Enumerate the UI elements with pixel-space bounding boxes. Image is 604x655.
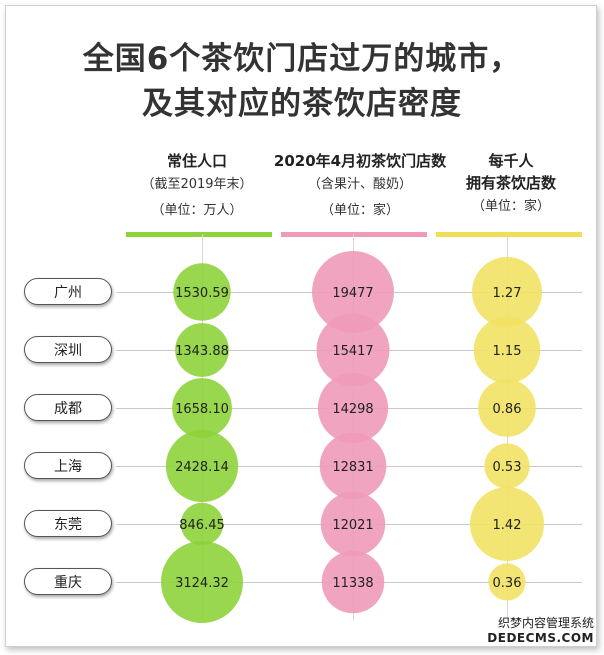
column-header-stores-note: （含果汁、酸奶）: [307, 177, 412, 192]
bubble-mark: [319, 432, 387, 500]
bubble-value-label: 1.27: [493, 286, 522, 301]
bubble-mark: [320, 491, 386, 557]
bubble-mark: [312, 251, 394, 333]
bubble-mark: [484, 443, 530, 489]
bubble-mark: [180, 502, 224, 546]
bubble-mark: [175, 323, 229, 377]
bubble-value-label: 1658.10: [175, 402, 229, 417]
bubble-value-label: 12831: [332, 460, 373, 475]
city-label: 广州: [24, 278, 112, 305]
bubble-mark: [173, 263, 231, 321]
column-header-stores-unit: （单位：家）: [320, 203, 399, 218]
bubble-value-label: 11338: [332, 576, 373, 591]
bubble-mark: [488, 563, 526, 601]
bubble-mark: [470, 487, 544, 561]
bubble-mark: [172, 378, 232, 438]
watermark-line1: 织梦内容管理系统: [497, 616, 594, 630]
column-header-population-note: （截至2019年末）: [141, 177, 253, 192]
chart-title-line2: 及其对应的茶饮店密度: [142, 86, 462, 122]
bubble-value-label: 14298: [332, 402, 373, 417]
bubble-mark: [472, 257, 542, 327]
bubble-mark: [165, 429, 239, 503]
city-label: 上海: [24, 452, 112, 479]
city-label: 深圳: [24, 336, 112, 363]
city-label: 重庆: [24, 568, 112, 595]
bubble-mark: [316, 313, 390, 387]
column-bar-population: [126, 232, 272, 237]
column-header-population: 常住人口 （截至2019年末） （单位：万人）: [118, 150, 276, 224]
bubble-mark: [478, 379, 536, 437]
bubble-value-label: 0.86: [493, 402, 522, 417]
column-bar-density: [436, 232, 582, 237]
column-header-density-title2: 拥有茶饮店数: [465, 174, 556, 192]
column-header-stores-title: 2020年4月初茶饮门店数: [273, 152, 447, 170]
city-label: 东莞: [24, 510, 112, 537]
bubble-value-label: 846.45: [179, 518, 225, 533]
bubble-mark: [321, 550, 385, 614]
column-header-density-unit: （单位：家）: [471, 199, 550, 214]
bubble-value-label: 12021: [332, 518, 373, 533]
bubble-value-label: 0.36: [493, 576, 522, 591]
watermark: 织梦内容管理系统 DEDECMS.COM: [487, 614, 594, 645]
chart-title-line1: 全国6个茶饮门店过万的城市，: [82, 41, 522, 77]
column-header-density-title1: 每千人: [488, 152, 534, 170]
bubble-value-label: 19477: [332, 286, 373, 301]
column-header-density: 每千人 拥有茶饮店数 （单位：家）: [436, 150, 586, 220]
column-header-population-unit: （单位：万人）: [151, 203, 243, 218]
watermark-line2: DEDECMS.COM: [487, 631, 594, 645]
column-header-population-title: 常住人口: [166, 152, 227, 170]
column-bar-stores: [281, 232, 427, 237]
bubble-value-label: 1.42: [493, 518, 522, 533]
bubble-value-label: 15417: [332, 344, 373, 359]
bubble-value-label: 1530.59: [175, 286, 229, 301]
bubble-value-label: 1.15: [493, 344, 522, 359]
bubble-value-label: 1343.88: [175, 344, 229, 359]
bubble-value-label: 3124.32: [175, 576, 229, 591]
bubble-mark: [317, 372, 389, 444]
bubble-value-label: 2428.14: [175, 460, 229, 475]
bubble-value-label: 0.53: [493, 460, 522, 475]
bubble-mark: [161, 541, 243, 623]
city-label: 成都: [24, 394, 112, 421]
bubble-mark: [473, 316, 541, 384]
column-header-stores: 2020年4月初茶饮门店数 （含果汁、酸奶） （单位：家）: [246, 150, 474, 224]
